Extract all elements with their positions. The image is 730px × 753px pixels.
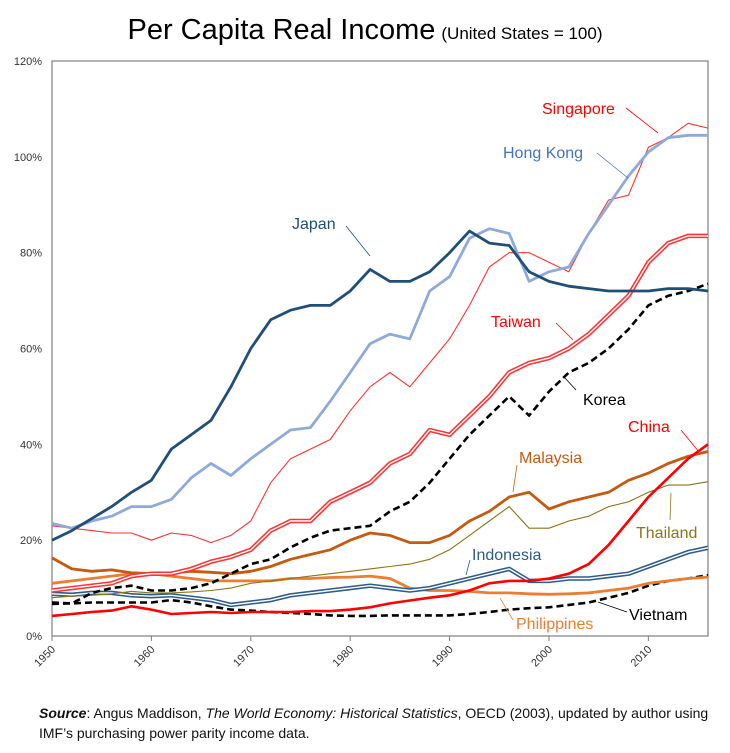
series-label-korea: Korea [583,392,626,409]
series-china [51,443,709,618]
series-label-singapore: Singapore [542,101,615,118]
series-taiwan [51,233,708,593]
leader-line-korea [564,377,577,391]
series-label-taiwan: Taiwan [491,314,541,331]
series-line [51,443,709,618]
series-line-outer [51,233,708,593]
leader-line-thailand [669,492,672,521]
series-line [51,282,709,605]
series-label-philippines: Philippines [516,616,593,633]
series-label-vietnam: Vietnam [629,607,687,624]
y-tick-label: 60% [20,344,42,356]
source-note: Source: Angus Maddison, The World Econom… [39,703,719,743]
source-book-title: The World Economy: Historical Statistics [205,705,458,721]
leader-line-malaysia [512,464,518,493]
series-label-china: China [628,419,670,436]
series-line [51,450,709,576]
leader-line-japan [345,225,371,257]
x-tick-label: 1990 [430,644,456,670]
source-text-1: : Angus Maddison, [86,705,206,721]
y-tick-label: 100% [14,152,42,164]
series-indonesia [51,545,709,608]
line-chart: 0% 20% 40% 60% 80% 100% 120% 1950 1960 1970 1980 19… [14,56,709,670]
x-tick-label: 1960 [132,644,158,670]
chart-subtitle: (United States = 100) [441,24,603,43]
y-tick-label: 80% [20,248,42,260]
source-text-2: , OECD (2003), updated by author using I… [39,705,709,741]
series-malaysia [51,450,709,576]
series-label-malaysia: Malaysia [519,450,582,467]
plot-frame [51,60,709,637]
leader-line-hong-kong [596,152,629,179]
series-japan [51,229,709,542]
series-hong-kong [51,133,708,530]
series-line [51,133,708,530]
chart-title-main: Per Capita Real Income [127,14,436,46]
leader-line-philippines [499,597,514,621]
source-prefix: Source [39,705,87,721]
y-tick-label: 40% [20,439,42,451]
x-tick-label: 1970 [231,644,257,670]
y-tick-label: 120% [14,56,42,68]
leader-line-china [680,429,700,453]
series-line [51,229,709,542]
x-tick-label: 2000 [529,644,555,670]
y-tick-label: 0% [26,631,42,643]
leader-line-indonesia [465,559,471,576]
series-line-inner [51,547,709,606]
x-tick-label: 2010 [629,644,655,670]
leader-line-singapore [625,107,659,134]
series-label-hong-kong: Hong Kong [503,145,583,162]
series-label-indonesia: Indonesia [472,547,541,564]
leader-line-taiwan [555,322,574,341]
series-label-japan: Japan [292,216,336,233]
y-tick-label: 20% [20,535,42,547]
chart-title: Per Capita Real Income (United States = 1… [0,14,730,47]
leader-line-vietnam [597,601,628,613]
series-line [51,481,709,599]
series-thailand [51,481,709,599]
series-korea [51,282,709,605]
series-line-inner [51,235,708,592]
series-layer [51,122,709,618]
series-label-thailand: Thailand [636,525,697,542]
x-tick-label: 1980 [331,644,357,670]
x-tick-label: 1950 [32,644,58,670]
